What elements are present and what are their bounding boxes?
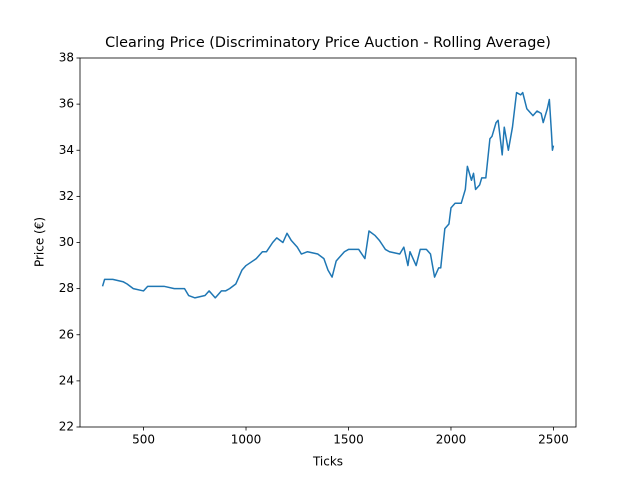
x-tick-label: 1500 — [333, 433, 364, 447]
x-tick-label: 2500 — [538, 433, 569, 447]
line-series — [101, 91, 555, 299]
chart-title: Clearing Price (Discriminatory Price Auc… — [105, 35, 551, 51]
y-tick-label: 36 — [59, 97, 74, 111]
x-tick-label: 2000 — [436, 433, 467, 447]
y-tick-label: 38 — [59, 51, 74, 65]
x-tick-label: 500 — [132, 433, 155, 447]
y-tick-label: 32 — [59, 189, 74, 203]
y-tick-label: 26 — [59, 327, 74, 341]
y-tick-label: 30 — [59, 235, 74, 249]
x-tick-label: 1000 — [231, 433, 262, 447]
y-axis-label: Price (€) — [33, 217, 47, 267]
plot-frame — [79, 57, 577, 428]
y-tick-label: 34 — [59, 143, 74, 157]
y-tick-label: 24 — [59, 373, 74, 387]
y-tick-label: 28 — [59, 281, 74, 295]
x-axis-label: Ticks — [312, 455, 343, 469]
y-tick-label: 22 — [59, 420, 74, 434]
